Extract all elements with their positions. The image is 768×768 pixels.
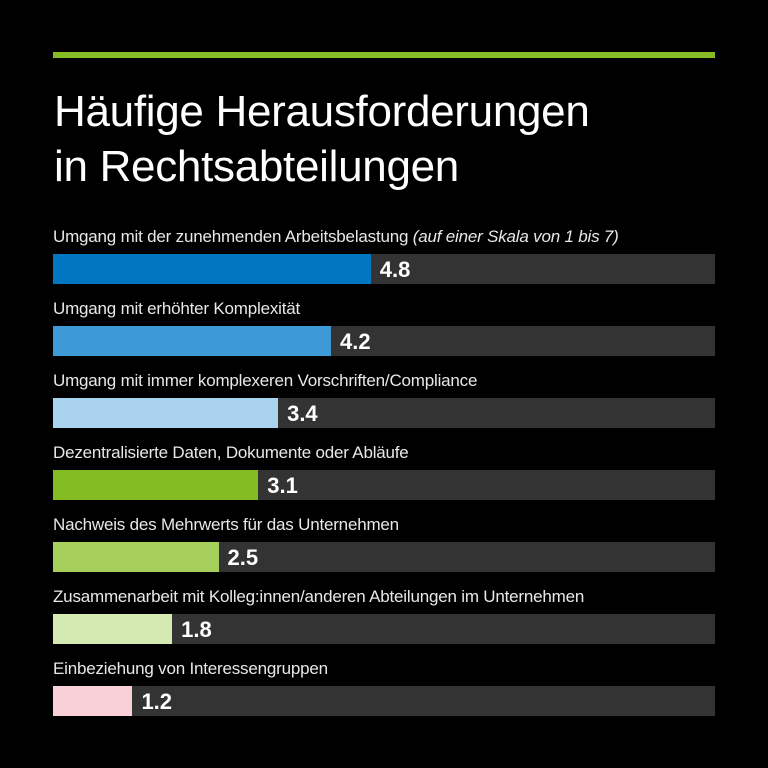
bar-track: 4.2 [53, 326, 715, 356]
bar-row: Zusammenarbeit mit Kolleg:innen/anderen … [53, 586, 715, 644]
category-text: Nachweis des Mehrwerts für das Unternehm… [53, 515, 399, 534]
bar [53, 614, 173, 644]
bar-row: Nachweis des Mehrwerts für das Unternehm… [53, 514, 715, 572]
bar-label: Umgang mit erhöhter Komplexität [53, 298, 300, 320]
value-label: 3.1 [267, 473, 298, 498]
bar-row: Umgang mit immer komplexeren Vorschrifte… [53, 370, 715, 428]
bar [53, 542, 219, 572]
value-label: 1.8 [181, 617, 212, 642]
chart-title: Häufige Herausforderungen in Rechtsabtei… [54, 84, 590, 194]
bar-label: Dezentralisierte Daten, Dokumente oder A… [53, 442, 409, 464]
title-line-2: in Rechtsabteilungen [54, 142, 459, 191]
bar-label: Nachweis des Mehrwerts für das Unternehm… [53, 514, 399, 536]
value-label: 2.5 [227, 545, 259, 570]
bar-track: 1.8 [53, 614, 715, 644]
bar-row: Dezentralisierte Daten, Dokumente oder A… [53, 442, 715, 500]
value-label: 4.8 [379, 257, 411, 282]
bar-row: Umgang mit der zunehmenden Arbeitsbelast… [53, 226, 715, 284]
scale-note: (auf einer Skala von 1 bis 7) [412, 227, 619, 246]
bar-label: Umgang mit immer komplexeren Vorschrifte… [53, 370, 477, 392]
bar-track: 1.2 [53, 686, 715, 716]
bar [53, 686, 133, 716]
bar-track: 3.1 [53, 470, 715, 500]
value-label: 1.2 [141, 689, 173, 714]
bar [53, 470, 259, 500]
bar-row: Einbeziehung von Interessengruppen 1.2 [53, 658, 715, 716]
bar-track: 2.5 [53, 542, 715, 572]
value-label: 4.2 [340, 329, 371, 354]
bar-track: 3.4 [53, 398, 715, 428]
category-text: Dezentralisierte Daten, Dokumente oder A… [53, 443, 409, 462]
bar [53, 398, 279, 428]
bar-track: 4.8 [53, 254, 715, 284]
accent-rule [53, 52, 715, 58]
bar-label: Zusammenarbeit mit Kolleg:innen/anderen … [53, 586, 584, 608]
bar [53, 326, 332, 356]
category-text: Umgang mit immer komplexeren Vorschrifte… [53, 371, 478, 390]
bar-label: Einbeziehung von Interessengruppen [53, 658, 328, 680]
category-text: Zusammenarbeit mit Kolleg:innen/anderen … [53, 587, 585, 606]
category-text: Einbeziehung von Interessengruppen [53, 659, 328, 678]
bar [53, 254, 371, 284]
bar-label: Umgang mit der zunehmenden Arbeitsbelast… [53, 226, 619, 248]
bar-row: Umgang mit erhöhter Komplexität 4.2 [53, 298, 715, 356]
value-label: 3.4 [287, 401, 318, 426]
category-text: Umgang mit erhöhter Komplexität [53, 299, 301, 318]
category-text: Umgang mit der zunehmenden Arbeitsbelast… [53, 227, 409, 246]
title-line-1: Häufige Herausforderungen [54, 87, 590, 136]
